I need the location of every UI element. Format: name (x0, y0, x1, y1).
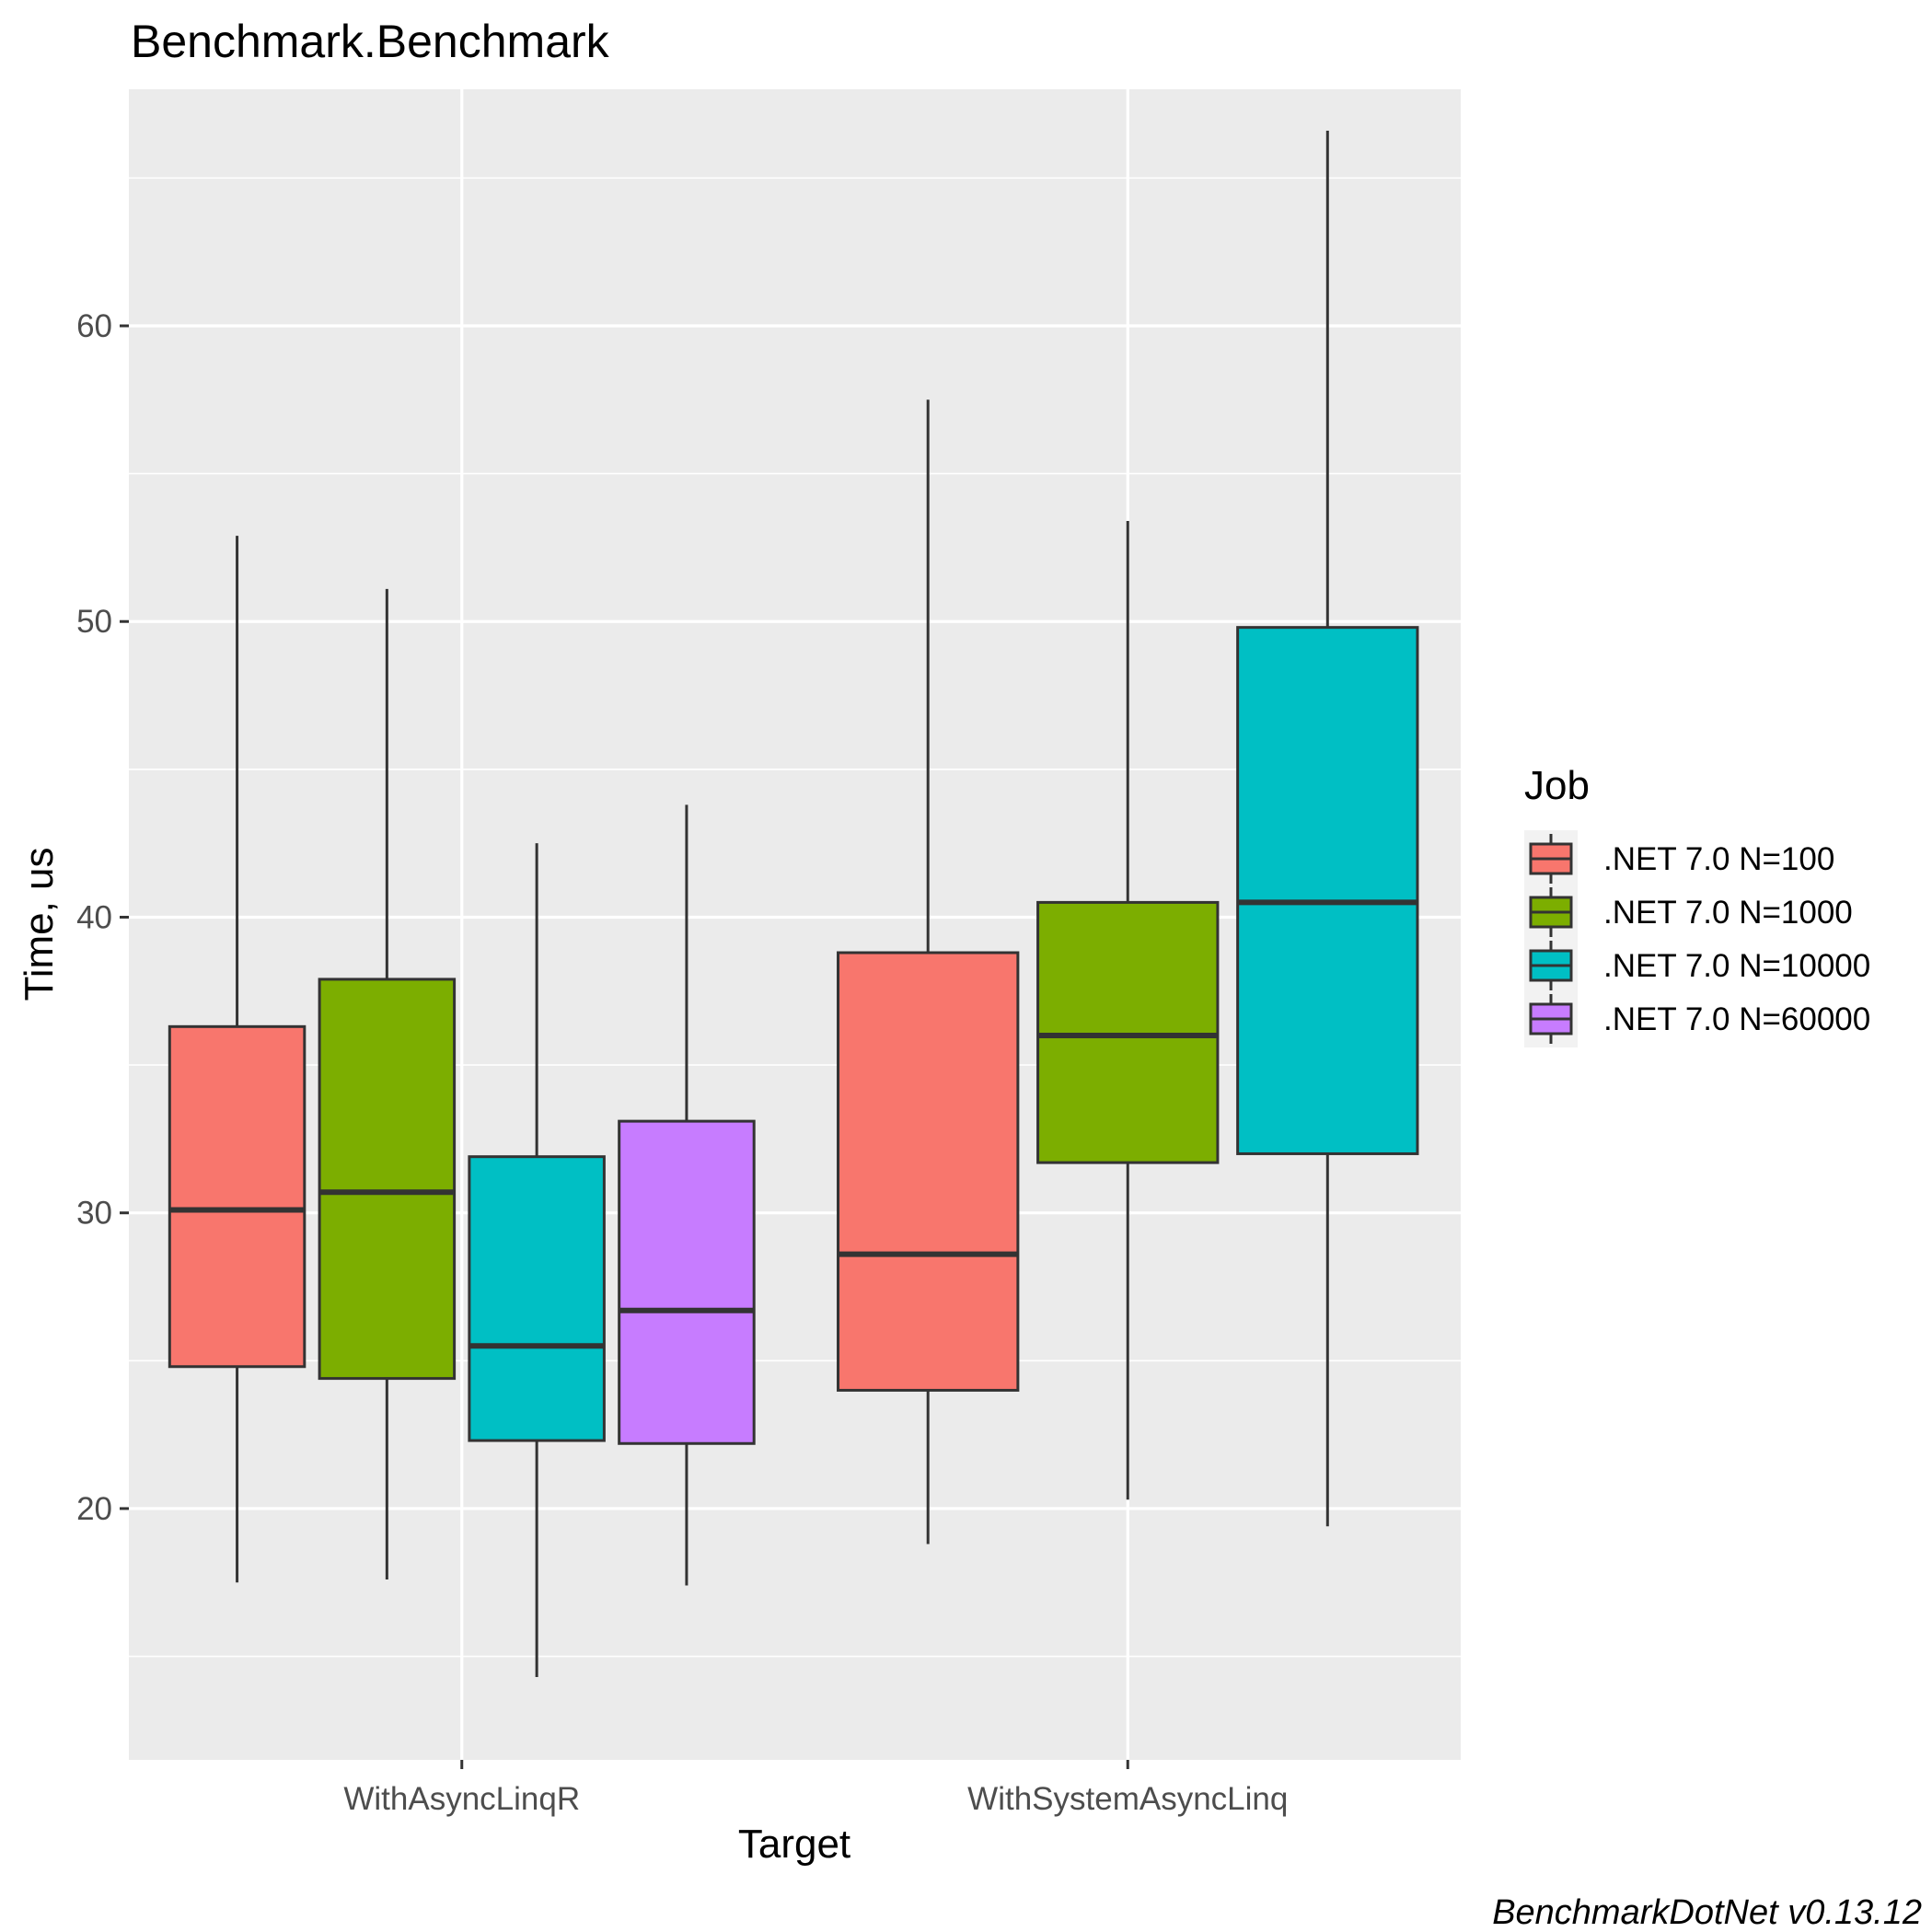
legend-label: .NET 7.0 N=10000 (1603, 948, 1870, 984)
box (618, 1119, 756, 1445)
boxplot (168, 536, 307, 1583)
caption: BenchmarkDotNet v0.13.12 (1492, 1893, 1922, 1932)
y-tick-label: 20 (76, 1491, 112, 1527)
boxplot (618, 804, 756, 1586)
box (837, 951, 1020, 1392)
legend-label: .NET 7.0 N=1000 (1603, 895, 1853, 931)
legend-title: Job (1524, 763, 1590, 808)
box (318, 978, 457, 1381)
x-tick-label: WithAsyncLinqR (343, 1781, 580, 1817)
x-tick-label: WithSystemAsyncLinq (967, 1781, 1288, 1817)
chart-title: Benchmark.Benchmark (131, 16, 610, 67)
boxplot (468, 843, 606, 1678)
boxplot (1036, 521, 1220, 1500)
box (1236, 626, 1419, 1155)
y-tick-label: 40 (76, 899, 112, 935)
y-tick-label: 30 (76, 1196, 112, 1232)
boxplots (168, 130, 1419, 1678)
boxplot (1236, 130, 1419, 1527)
legend: Job .NET 7.0 N=100 .NET 7.0 N=1000 .NET 7.… (1524, 763, 1870, 1047)
legend-label: .NET 7.0 N=60000 (1603, 1001, 1870, 1037)
y-tick-label: 60 (76, 308, 112, 344)
boxplot (318, 588, 457, 1580)
y-axis-title: Time, us (17, 847, 62, 1001)
y-tick-label: 50 (76, 604, 112, 640)
legend-label: .NET 7.0 N=100 (1603, 841, 1834, 877)
box (168, 1024, 307, 1369)
box (468, 1155, 606, 1442)
x-axis-title: Target (738, 1822, 850, 1867)
box (1036, 900, 1220, 1164)
boxplot (837, 399, 1020, 1544)
axes: 20 30 40 50 60 WithAsyncLinqR WithSystemAsyncL… (76, 308, 1288, 1817)
